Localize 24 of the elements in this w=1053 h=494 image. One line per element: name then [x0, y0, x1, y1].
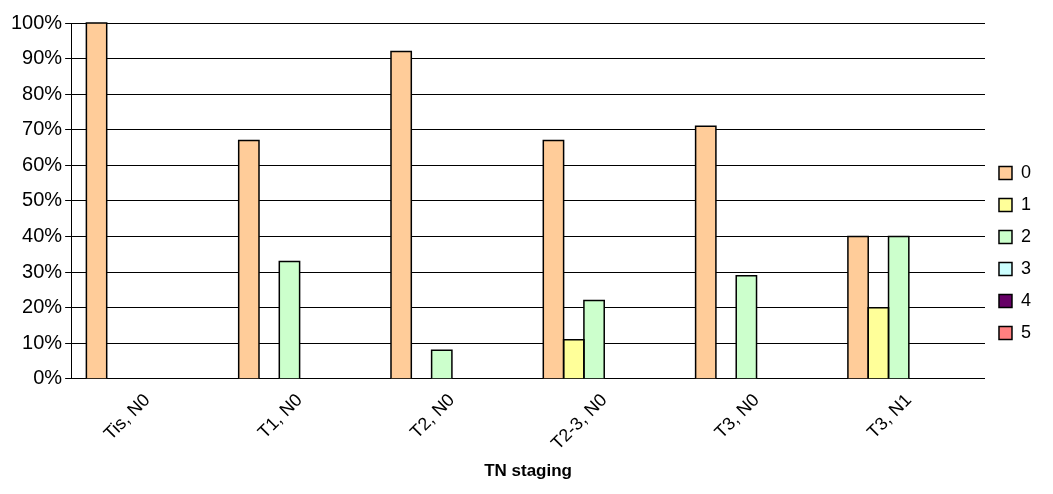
y-tick-label: 80%: [22, 81, 63, 104]
y-tick-label: 0%: [33, 366, 63, 389]
x-axis-title: TN staging: [484, 461, 572, 481]
legend-label: 0: [1020, 161, 1031, 182]
y-tick-label: 90%: [22, 46, 63, 69]
y-tick-label: 20%: [22, 295, 63, 318]
x-tick-label: Tis, N0: [99, 389, 154, 444]
x-tick-label: T2-3, N0: [546, 389, 611, 454]
x-tick-label: T3, N1: [862, 389, 916, 442]
y-tick-label: 50%: [22, 188, 63, 211]
y-tick-label: 70%: [22, 117, 63, 140]
y-tick-label: 40%: [22, 224, 63, 246]
y-tick-label: 30%: [22, 259, 63, 282]
legend-label: 3: [1020, 257, 1031, 278]
y-tick-label: 100%: [11, 10, 63, 33]
y-tick-label: 60%: [22, 152, 63, 175]
x-tick-label: T1, N0: [253, 389, 306, 442]
legend-label: 4: [1020, 289, 1031, 310]
y-tick-label: 10%: [22, 330, 63, 353]
x-tick-label: T3, N0: [710, 389, 763, 442]
x-tick-label: T2, N0: [405, 389, 459, 442]
legend-label: 2: [1020, 225, 1031, 246]
legend-label: 5: [1020, 321, 1031, 342]
legend-label: 1: [1020, 193, 1031, 214]
